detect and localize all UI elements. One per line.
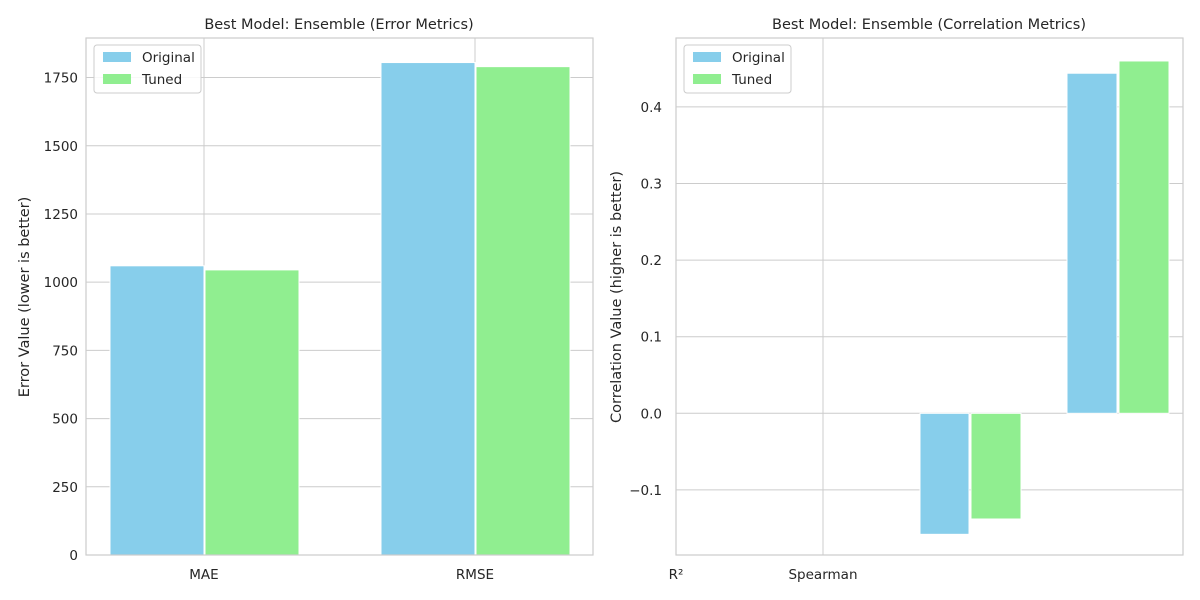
chart-2-y-ticks: −0.1 0.0 0.1 0.2 0.3 0.4 bbox=[629, 100, 662, 499]
chart-2-y-tick-label: 0.2 bbox=[641, 253, 662, 269]
chart-1-legend-swatch-original bbox=[103, 52, 131, 62]
chart-2-y-tick-label: 0.0 bbox=[641, 406, 662, 422]
chart-2-bar-original-1 bbox=[1066, 72, 1118, 414]
chart-2-bars bbox=[919, 60, 1170, 535]
chart-2-bar-tuned-0 bbox=[970, 412, 1022, 520]
chart-1-y-tick-label: 1250 bbox=[44, 207, 78, 223]
chart-1-y-tick-label: 500 bbox=[52, 412, 78, 428]
chart-1-bar-original-0 bbox=[109, 265, 205, 556]
chart-1-y-ticks: 0 250 500 750 1000 1250 1500 1750 bbox=[44, 71, 78, 564]
chart-2-y-tick-label: 0.4 bbox=[641, 100, 662, 116]
chart-2-y-tick-label: 0.3 bbox=[641, 177, 662, 193]
chart-1-legend: Original Tuned bbox=[93, 44, 202, 94]
chart-2-y-axis-label: Correlation Value (higher is better) bbox=[609, 171, 625, 423]
chart-2-y-tick-label: 0.1 bbox=[641, 330, 662, 346]
chart-1-bar-original-1 bbox=[380, 62, 476, 556]
chart-1-legend-label-original: Original bbox=[142, 50, 195, 66]
chart-1: Best Model: Ensemble (Error Metrics) 0 25… bbox=[17, 17, 594, 583]
chart-2-legend-label-tuned: Tuned bbox=[731, 72, 772, 88]
chart-1-y-tick-label: 1750 bbox=[44, 71, 78, 87]
chart-2-legend-swatch-original bbox=[693, 52, 721, 62]
chart-2-title: Best Model: Ensemble (Correlation Metric… bbox=[772, 17, 1086, 33]
chart-2-legend-swatch-tuned bbox=[693, 74, 721, 84]
chart-1-bars bbox=[109, 62, 571, 556]
chart-2-x-tick-spearman: Spearman bbox=[788, 567, 857, 583]
chart-2-legend-label-original: Original bbox=[732, 50, 785, 66]
chart-2-x-tick-r2: R² bbox=[669, 567, 684, 583]
chart-1-x-ticks: MAE RMSE bbox=[189, 567, 494, 583]
chart-2: Best Model: Ensemble (Correlation Metric… bbox=[609, 17, 1184, 583]
chart-2-legend: Original Tuned bbox=[683, 44, 792, 94]
chart-1-frame bbox=[85, 37, 594, 556]
chart-1-bar-tuned-1 bbox=[475, 66, 571, 556]
chart-1-legend-label-tuned: Tuned bbox=[141, 72, 182, 88]
chart-2-frame bbox=[675, 37, 1184, 556]
chart-1-y-tick-label: 1500 bbox=[44, 139, 78, 155]
chart-1-y-tick-label: 250 bbox=[52, 480, 78, 496]
chart-1-y-tick-label: 750 bbox=[52, 343, 78, 359]
chart-1-y-tick-label: 0 bbox=[69, 548, 78, 564]
chart-2-bar-original-0 bbox=[919, 412, 970, 535]
chart-1-bar-tuned-0 bbox=[204, 269, 300, 556]
chart-2-y-tick-label: −0.1 bbox=[629, 483, 662, 499]
chart-1-title: Best Model: Ensemble (Error Metrics) bbox=[204, 17, 473, 33]
chart-2-bar-tuned-1 bbox=[1118, 60, 1170, 414]
chart-1-y-tick-label: 1000 bbox=[44, 275, 78, 291]
chart-1-x-tick-mae: MAE bbox=[189, 567, 218, 583]
chart-1-y-axis-label: Error Value (lower is better) bbox=[17, 197, 33, 398]
chart-1-x-tick-rmse: RMSE bbox=[456, 567, 494, 583]
chart-1-legend-swatch-tuned bbox=[103, 74, 131, 84]
chart-2-x-ticks: R² Spearman bbox=[669, 567, 858, 583]
